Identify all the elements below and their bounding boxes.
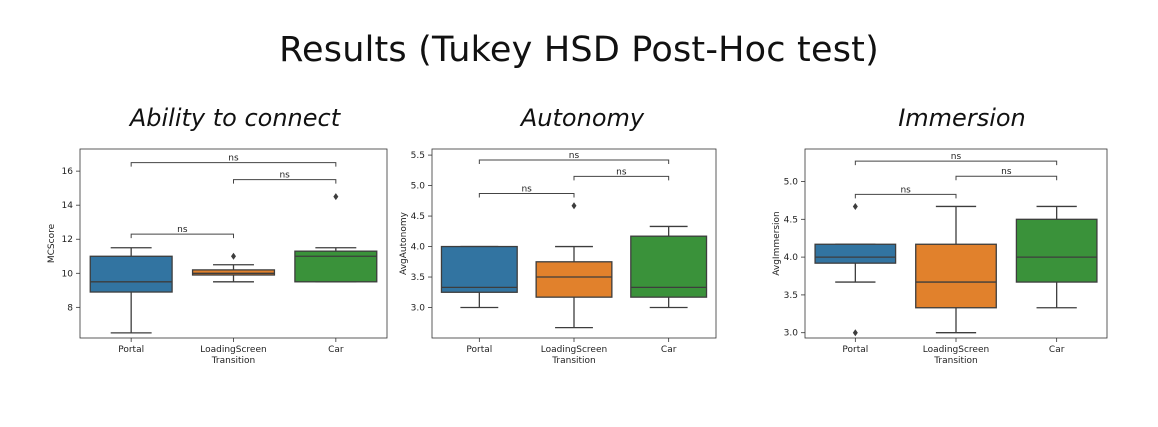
x-tick-label: Portal bbox=[466, 345, 492, 355]
significance-label: ns bbox=[900, 185, 911, 195]
significance-bracket bbox=[130, 162, 337, 167]
chart-title-immersion: Immersion bbox=[898, 104, 1026, 132]
y-tick-label: 5.5 bbox=[411, 151, 425, 161]
y-axis-label: MCScore bbox=[47, 223, 57, 263]
x-axis-label: Transition bbox=[211, 356, 256, 366]
y-tick-label: 5.0 bbox=[784, 178, 799, 188]
y-axis-label: AvgImmersion bbox=[772, 211, 782, 276]
x-tick-label: Car bbox=[328, 345, 344, 355]
x-tick-label: LoadingScreen bbox=[541, 345, 607, 355]
box-loadingscreen bbox=[915, 243, 997, 309]
x-tick-label: Portal bbox=[842, 345, 868, 355]
box-portal bbox=[89, 255, 173, 293]
y-tick-label: 8 bbox=[67, 303, 73, 313]
box-portal bbox=[814, 243, 897, 264]
box-car bbox=[1015, 218, 1098, 283]
x-axis-label: Transition bbox=[933, 356, 978, 366]
y-tick-label: 3.0 bbox=[411, 304, 426, 314]
significance-label: ns bbox=[279, 171, 290, 181]
significance-label: ns bbox=[521, 185, 532, 195]
significance-bracket bbox=[233, 179, 337, 184]
significance-bracket bbox=[955, 175, 1058, 181]
outlier-point bbox=[852, 329, 858, 337]
y-tick-label: 5.0 bbox=[411, 182, 426, 192]
x-tick-label: LoadingScreen bbox=[200, 345, 266, 355]
chart-ability-to-connect: 8 10 12 14 16 MCScore Portal LoadingScreen Car Tr… bbox=[47, 148, 388, 366]
x-tick-label: LoadingScreen bbox=[923, 345, 989, 355]
significance-bracket bbox=[130, 233, 234, 239]
y-axis-label: AvgAutonomy bbox=[399, 211, 409, 275]
page-title: Results (Tukey HSD Post-Hoc test) bbox=[279, 30, 879, 70]
box-loadingscreen bbox=[191, 269, 276, 276]
significance-bracket bbox=[573, 175, 670, 181]
box-portal bbox=[440, 245, 518, 293]
box-loadingscreen bbox=[535, 261, 613, 298]
y-tick-label: 3.5 bbox=[411, 273, 425, 283]
significance-bracket bbox=[478, 193, 575, 198]
y-tick-label: 14 bbox=[62, 201, 74, 211]
significance-bracket bbox=[854, 160, 1058, 166]
y-tick-label: 3.0 bbox=[784, 329, 799, 339]
chart-autonomy: 3.0 3.5 4.0 4.5 5.0 5.5 AvgAutonomy Portal Loadi… bbox=[399, 148, 717, 366]
x-tick-label: Car bbox=[1049, 345, 1065, 355]
chart-title-autonomy: Autonomy bbox=[520, 104, 645, 132]
axes-frame bbox=[79, 148, 388, 339]
y-tick-label: 4.5 bbox=[784, 215, 798, 225]
y-tick-label: 3.5 bbox=[784, 291, 798, 301]
outlier-point bbox=[333, 193, 339, 201]
significance-bracket bbox=[854, 193, 957, 199]
x-tick-label: Portal bbox=[118, 345, 144, 355]
significance-label: ns bbox=[228, 154, 239, 164]
significance-label: ns bbox=[569, 151, 580, 161]
significance-label: ns bbox=[951, 152, 962, 162]
outlier-point bbox=[231, 252, 236, 260]
outlier-point bbox=[852, 202, 858, 210]
chart-immersion: 3.0 3.5 4.0 4.5 5.0 AvgImmersion Portal Loading… bbox=[772, 148, 1108, 366]
outlier-point bbox=[571, 202, 577, 210]
y-tick-label: 10 bbox=[62, 269, 74, 279]
y-tick-label: 12 bbox=[62, 235, 73, 245]
x-tick-label: Car bbox=[661, 345, 677, 355]
x-axis-label: Transition bbox=[551, 356, 596, 366]
y-tick-label: 4.0 bbox=[411, 243, 426, 253]
y-tick-label: 4.5 bbox=[411, 212, 425, 222]
chart-title-ability: Ability to connect bbox=[129, 104, 341, 132]
significance-bracket bbox=[478, 159, 670, 164]
significance-label: ns bbox=[177, 225, 188, 235]
y-tick-label: 16 bbox=[62, 167, 74, 177]
significance-label: ns bbox=[1001, 167, 1012, 177]
significance-label: ns bbox=[616, 167, 627, 177]
y-tick-label: 4.0 bbox=[784, 253, 799, 263]
